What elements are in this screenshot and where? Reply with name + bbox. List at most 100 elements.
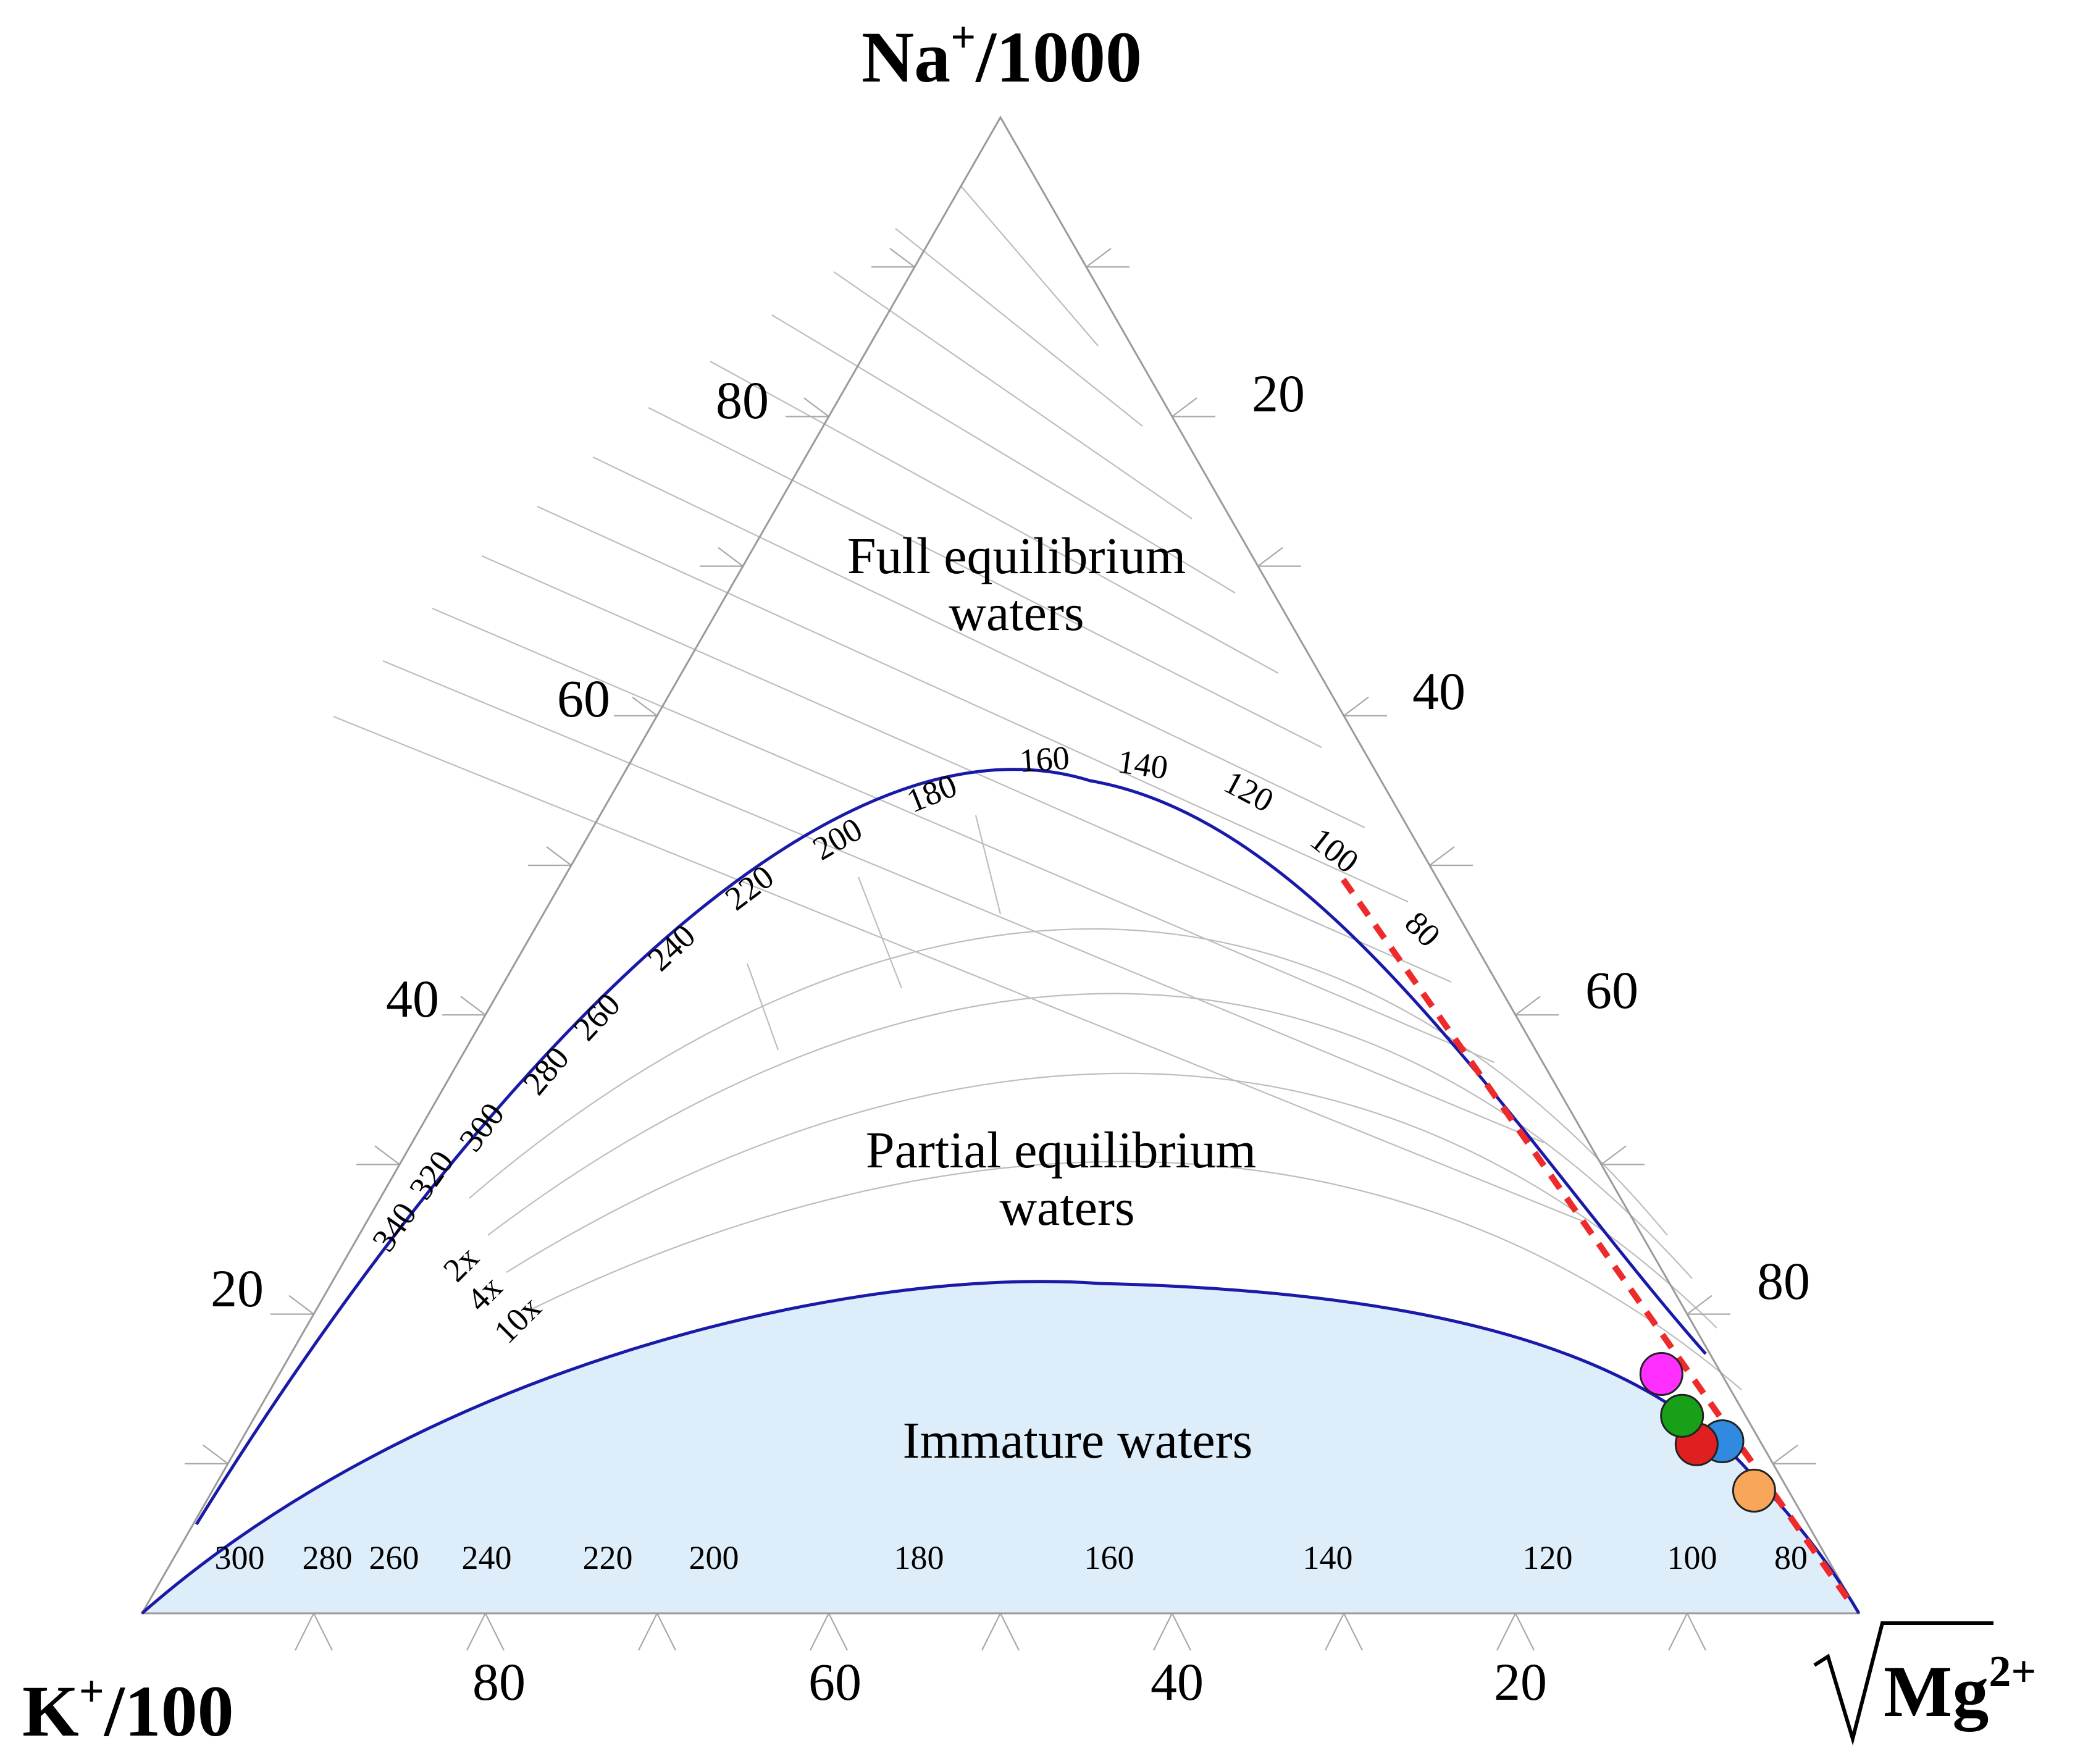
tick-mark [442,996,486,1016]
full-equilibrium-label: Full equilibrium [847,527,1186,585]
apex-label-mg: Mg2+ [1813,1621,2036,1746]
dilution-grid-curve [530,1161,1742,1390]
bottom-tick-label: 60 [808,1652,861,1712]
bottom-tick-label: 20 [1494,1652,1547,1712]
tick-mark [1325,1613,1363,1651]
sample-point [1660,1393,1704,1438]
tick-mark [1687,1295,1730,1315]
temp-label: 240 [640,917,702,978]
tick-mark [871,248,915,268]
temp-label: 140 [1115,742,1170,786]
tick-mark [528,846,572,867]
sample-points [1639,1352,1776,1513]
temp-label: 100 [1304,820,1366,880]
axis-tick-marks [185,248,1816,1651]
region-labels: Full equilibrium waters Partial equilibr… [847,527,1256,1469]
temp-label: 120 [1218,763,1280,820]
sample-point [1732,1468,1776,1513]
grid-line [975,815,1002,915]
left-tick-label: 60 [557,669,610,728]
tick-mark [466,1613,505,1651]
tick-mark [185,1444,228,1464]
isotherm-grid-line [481,555,1452,983]
radical-sign [1813,1621,1993,1746]
dilution-labels: 2x 4x 10x [436,1239,548,1351]
temp-label: 220 [718,858,781,918]
right-tick-label: 20 [1252,364,1305,423]
full-equilibrium-temp-labels: 340 320 300 280 260 240 220 200 180 160 … [365,739,1448,1258]
svg-text:Mg2+: Mg2+ [1884,1647,2036,1732]
left-tick-label: 20 [211,1259,264,1318]
immature-temp-label: 120 [1523,1539,1573,1576]
temp-label: 160 [1018,739,1071,779]
immature-region-fill [142,1281,1859,1613]
left-tick-label: 80 [716,371,769,430]
isotherm-grid-line [710,361,1279,674]
immature-temp-label: 140 [1303,1539,1353,1576]
tick-mark [1086,248,1130,268]
dilution-grid-curve [487,993,1693,1279]
tick-mark [786,397,829,418]
immature-temp-label: 260 [369,1539,419,1576]
grid-line [857,876,903,989]
apex-label-k: K+/100 [22,1666,234,1752]
immature-temp-label: 100 [1667,1539,1717,1576]
isotherm-grid-line [771,314,1236,594]
temp-label: 340 [365,1196,424,1258]
partial-equilibrium-label: waters [999,1179,1134,1237]
temp-label: 320 [402,1144,461,1206]
immature-temp-labels: 300 280 260 240 220 200 180 160 140 120 … [215,1539,1808,1576]
tick-mark [295,1613,333,1651]
dilution-grid-curve [506,1072,1717,1329]
tick-mark [614,696,658,716]
tick-mark [1601,1145,1645,1166]
full-equilibrium-label: waters [949,584,1084,642]
temp-label: 280 [516,1040,576,1102]
tick-mark [1429,846,1473,867]
tick-mark [1772,1444,1816,1464]
tick-mark [981,1613,1020,1651]
apex-label-na: Na+/1000 [861,12,1142,98]
immature-temp-label: 160 [1084,1539,1134,1576]
tick-mark [1496,1613,1535,1651]
bottom-tick-label: 80 [472,1652,526,1712]
tick-mark [356,1145,400,1166]
isotherm-grid-line [833,271,1193,519]
tick-mark [638,1613,676,1651]
immature-temp-label: 220 [583,1539,633,1576]
isotherm-grid-line [333,715,1588,1224]
full-equilibrium-curve [195,768,1707,1526]
grid-line [746,963,779,1051]
immature-temp-label: 80 [1774,1539,1808,1576]
left-tick-label: 40 [386,969,439,1028]
immature-waters-label: Immature waters [903,1412,1253,1469]
tick-mark [700,547,744,567]
isotherm-grid-line [592,456,1365,828]
temp-label: 260 [566,986,627,1048]
immature-temp-label: 180 [894,1539,944,1576]
temp-label: 80 [1398,904,1448,954]
tick-mark [1172,397,1215,418]
tick-mark [270,1295,314,1315]
right-axis-labels: 20 40 60 80 [1252,364,1810,1311]
isotherm-grid-line [382,660,1545,1144]
bottom-tick-label: 40 [1151,1652,1204,1712]
left-axis-labels: 20 40 60 80 [211,371,769,1318]
right-tick-label: 40 [1412,662,1465,721]
sample-point [1639,1352,1683,1396]
immature-temp-label: 240 [462,1539,512,1576]
tick-mark [1153,1613,1191,1651]
immature-temp-label: 300 [215,1539,265,1576]
isotherm-grid-line [432,607,1495,1064]
immature-temp-label: 200 [689,1539,739,1576]
isotherm-grid-line [960,185,1099,346]
triangle-frame [140,115,1861,1615]
partial-equilibrium-label: Partial equilibrium [866,1122,1256,1179]
tick-mark [1515,996,1559,1016]
isotherm-grid-line [537,505,1409,903]
isotherm-grid-line [895,228,1143,427]
bottom-axis-labels: 80 60 40 20 [472,1652,1547,1712]
tick-mark [1257,547,1301,567]
temperature-grid [333,185,1742,1390]
